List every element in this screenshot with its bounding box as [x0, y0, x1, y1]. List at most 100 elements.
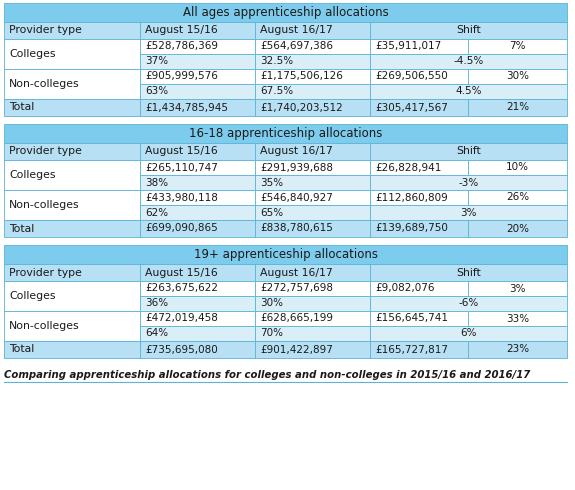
Text: 33%: 33%: [506, 314, 529, 323]
Text: £139,689,750: £139,689,750: [375, 223, 448, 234]
Bar: [468, 190, 567, 205]
Text: £546,840,927: £546,840,927: [260, 193, 333, 202]
Text: 6%: 6%: [460, 328, 477, 339]
Text: 63%: 63%: [145, 87, 168, 97]
Text: £272,757,698: £272,757,698: [260, 284, 333, 294]
Bar: [255, 264, 370, 281]
Text: -3%: -3%: [458, 177, 478, 188]
Bar: [140, 311, 255, 326]
Bar: [4, 124, 567, 143]
Bar: [255, 326, 370, 341]
Bar: [4, 160, 140, 190]
Text: August 16/17: August 16/17: [260, 147, 333, 156]
Bar: [255, 54, 370, 69]
Text: Colleges: Colleges: [9, 170, 56, 180]
Bar: [255, 190, 370, 205]
Text: £699,090,865: £699,090,865: [145, 223, 218, 234]
Bar: [370, 311, 468, 326]
Bar: [140, 175, 255, 190]
Text: £269,506,550: £269,506,550: [375, 72, 448, 81]
Text: £35,911,017: £35,911,017: [375, 42, 441, 51]
Bar: [140, 326, 255, 341]
Bar: [255, 175, 370, 190]
Text: 16-18 apprenticeship allocations: 16-18 apprenticeship allocations: [189, 127, 382, 140]
Text: 67.5%: 67.5%: [260, 87, 293, 97]
Text: £433,980,118: £433,980,118: [145, 193, 218, 202]
Bar: [140, 190, 255, 205]
Bar: [4, 39, 140, 69]
Text: £838,780,615: £838,780,615: [260, 223, 333, 234]
Text: £1,740,203,512: £1,740,203,512: [260, 102, 343, 113]
Bar: [370, 205, 567, 220]
Text: £9,082,076: £9,082,076: [375, 284, 435, 294]
Text: Provider type: Provider type: [9, 268, 82, 277]
Bar: [370, 296, 567, 311]
Bar: [4, 311, 140, 341]
Text: £564,697,386: £564,697,386: [260, 42, 333, 51]
Bar: [140, 220, 255, 237]
Text: £263,675,622: £263,675,622: [145, 284, 218, 294]
Text: £472,019,458: £472,019,458: [145, 314, 218, 323]
Bar: [4, 245, 567, 264]
Text: -4.5%: -4.5%: [453, 56, 484, 67]
Text: 70%: 70%: [260, 328, 283, 339]
Text: Comparing apprenticeship allocations for colleges and non-colleges in 2015/16 an: Comparing apprenticeship allocations for…: [4, 370, 530, 380]
Text: Provider type: Provider type: [9, 25, 82, 35]
Bar: [255, 39, 370, 54]
Text: 7%: 7%: [509, 42, 526, 51]
Bar: [140, 22, 255, 39]
Bar: [468, 99, 567, 116]
Text: Total: Total: [9, 344, 34, 354]
Bar: [370, 69, 468, 84]
Bar: [468, 311, 567, 326]
Text: 62%: 62%: [145, 207, 168, 218]
Bar: [4, 264, 140, 281]
Bar: [140, 69, 255, 84]
Text: 64%: 64%: [145, 328, 168, 339]
Text: £905,999,576: £905,999,576: [145, 72, 218, 81]
Text: All ages apprenticeship allocations: All ages apprenticeship allocations: [183, 6, 388, 19]
Text: August 15/16: August 15/16: [145, 25, 218, 35]
Bar: [255, 341, 370, 358]
Bar: [370, 175, 567, 190]
Text: £1,434,785,945: £1,434,785,945: [145, 102, 228, 113]
Bar: [468, 160, 567, 175]
Text: Shift: Shift: [456, 147, 481, 156]
Bar: [370, 99, 468, 116]
Text: Colleges: Colleges: [9, 291, 56, 301]
Text: 3%: 3%: [509, 284, 526, 294]
Text: August 16/17: August 16/17: [260, 25, 333, 35]
Bar: [370, 54, 567, 69]
Text: Non-colleges: Non-colleges: [9, 321, 79, 331]
Bar: [468, 281, 567, 296]
Text: 38%: 38%: [145, 177, 168, 188]
Text: -6%: -6%: [458, 298, 478, 309]
Bar: [4, 99, 140, 116]
Bar: [140, 39, 255, 54]
Text: £26,828,941: £26,828,941: [375, 163, 442, 172]
Text: 36%: 36%: [145, 298, 168, 309]
Text: £291,939,688: £291,939,688: [260, 163, 333, 172]
Text: 10%: 10%: [506, 163, 529, 172]
Bar: [140, 296, 255, 311]
Text: £165,727,817: £165,727,817: [375, 344, 448, 354]
Bar: [370, 264, 567, 281]
Bar: [140, 264, 255, 281]
Text: £628,665,199: £628,665,199: [260, 314, 333, 323]
Text: 37%: 37%: [145, 56, 168, 67]
Bar: [255, 69, 370, 84]
Bar: [4, 281, 140, 311]
Text: £528,786,369: £528,786,369: [145, 42, 218, 51]
Text: Non-colleges: Non-colleges: [9, 79, 79, 89]
Bar: [4, 3, 567, 22]
Bar: [468, 69, 567, 84]
Bar: [468, 220, 567, 237]
Text: 35%: 35%: [260, 177, 283, 188]
Bar: [140, 160, 255, 175]
Bar: [255, 205, 370, 220]
Bar: [370, 281, 468, 296]
Text: £156,645,741: £156,645,741: [375, 314, 448, 323]
Text: 19+ apprenticeship allocations: 19+ apprenticeship allocations: [194, 248, 378, 261]
Bar: [255, 311, 370, 326]
Text: 30%: 30%: [506, 72, 529, 81]
